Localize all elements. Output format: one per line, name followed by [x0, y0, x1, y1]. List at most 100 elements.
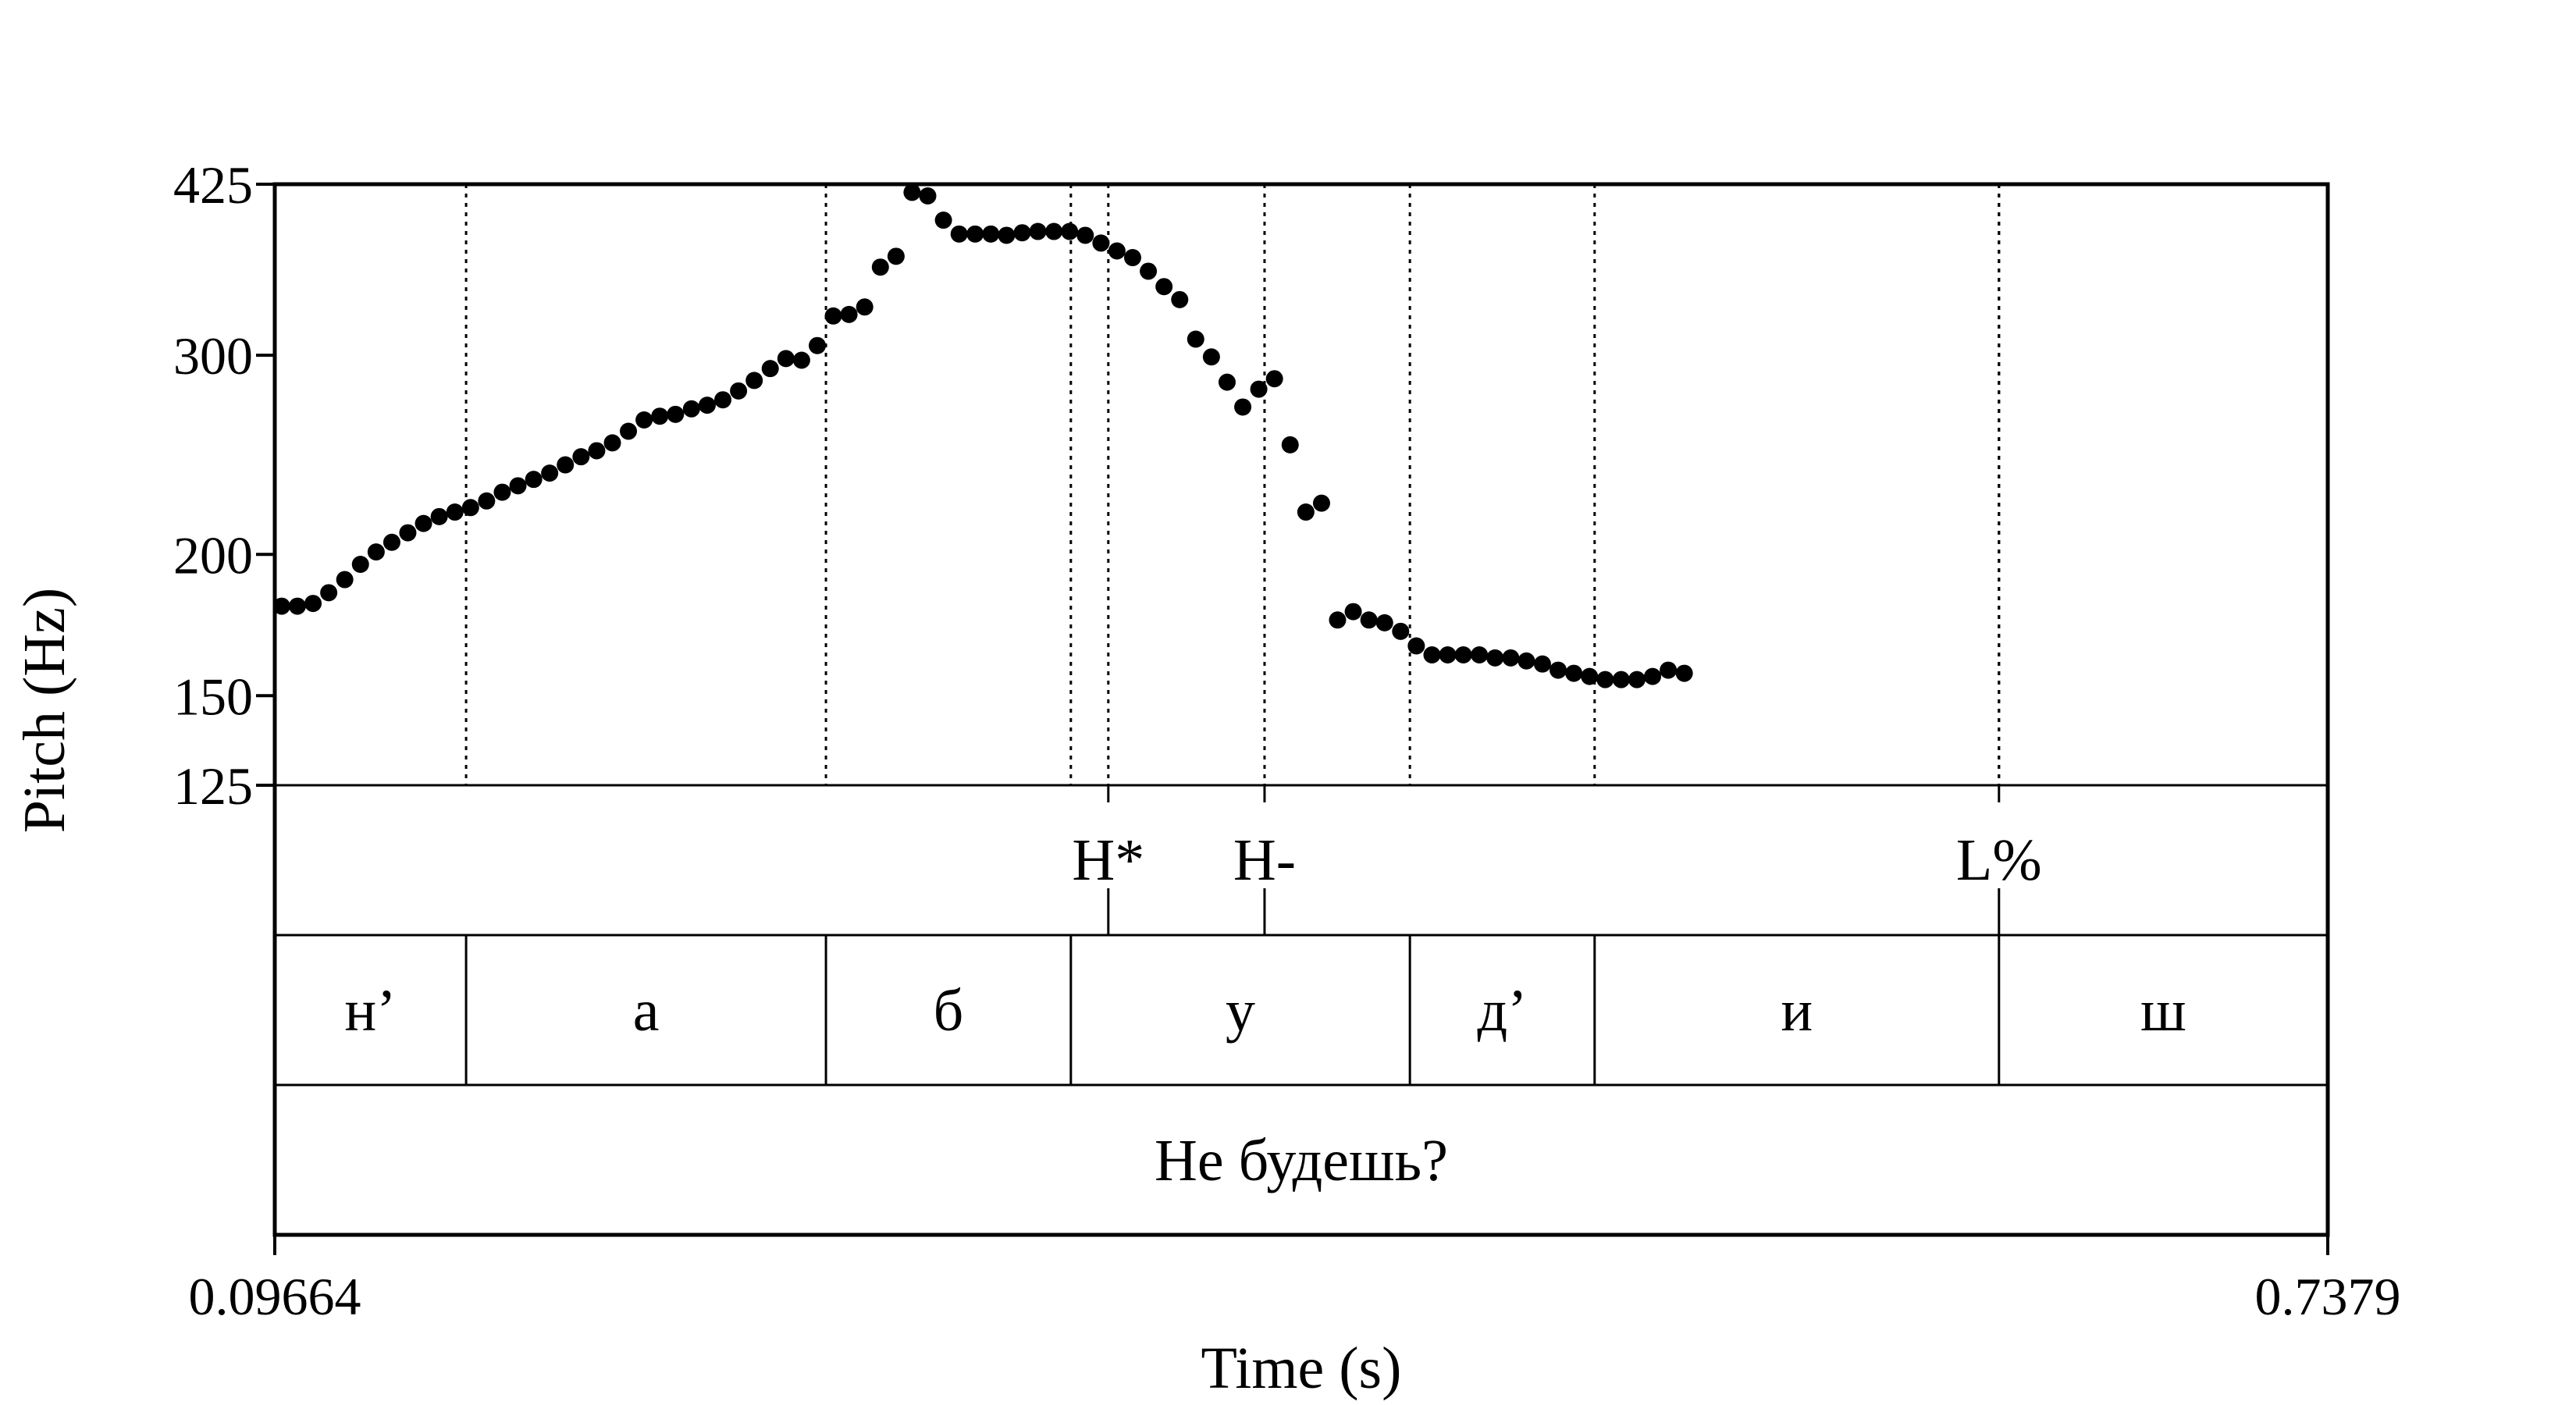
pitch-point: [1234, 398, 1252, 416]
pitch-point: [1108, 242, 1126, 260]
segment-label: д’: [1477, 978, 1527, 1044]
segment-label: б: [934, 978, 964, 1044]
pitch-point: [1202, 348, 1220, 366]
pitch-point: [493, 483, 511, 501]
pitch-point: [541, 464, 559, 482]
pitch-point: [1029, 222, 1047, 240]
y-tick-label: 200: [173, 525, 253, 585]
tone-label: L%: [1956, 827, 2042, 893]
y-tick-label: 150: [173, 667, 253, 726]
pitch-point: [557, 456, 575, 474]
pitch-point: [1565, 664, 1583, 682]
pitch-point: [1375, 614, 1393, 631]
segment-label: ш: [2140, 978, 2186, 1044]
pitch-point: [1344, 603, 1362, 621]
pitch-point: [1123, 249, 1141, 267]
pitch-point: [1061, 222, 1079, 240]
y-tick-label: 300: [173, 326, 253, 386]
pitch-point: [1439, 646, 1457, 663]
pitch-point: [320, 584, 338, 602]
pitch-point: [1471, 646, 1489, 663]
pitch-point: [304, 595, 322, 613]
pitch-point: [351, 555, 369, 573]
pitch-point: [998, 226, 1016, 244]
pitch-point: [478, 492, 496, 510]
pitch-point: [415, 514, 432, 532]
pitch-point: [1360, 611, 1378, 629]
pitch-point: [1045, 222, 1063, 240]
pitch-point: [1612, 670, 1630, 688]
pitch-panel: [272, 183, 2001, 785]
pitch-point: [1312, 494, 1330, 512]
pitch-point: [1423, 646, 1441, 663]
pitch-point: [809, 336, 827, 354]
pitch-point: [1140, 262, 1158, 280]
pitch-point: [966, 225, 984, 243]
word-label: Не будешь?: [1155, 1128, 1448, 1193]
pitch-point: [856, 298, 873, 316]
pitch-point: [525, 471, 543, 489]
pitch-point: [761, 360, 779, 378]
pitch-point: [1675, 664, 1693, 682]
pitch-point: [1628, 670, 1646, 688]
pitch-point: [1329, 611, 1347, 629]
pitch-point: [509, 477, 527, 495]
pitch-point: [1502, 649, 1520, 667]
pitch-point: [730, 382, 748, 400]
pitch-point: [1596, 670, 1614, 688]
pitch-point: [903, 183, 921, 201]
pitch-point: [1660, 661, 1678, 679]
x-axis-title: Time (s): [1201, 1336, 1402, 1401]
pitch-point: [1454, 646, 1472, 663]
pitch-point: [1092, 234, 1110, 252]
x-tick-label-start: 0.09664: [189, 1267, 361, 1326]
pitch-point: [1155, 278, 1173, 296]
pitch-point: [1013, 224, 1031, 242]
pitch-point: [336, 571, 354, 589]
segment-label: и: [1781, 978, 1813, 1044]
pitch-point: [603, 434, 621, 452]
pitch-point: [620, 422, 638, 440]
pitch-point: [288, 597, 306, 615]
x-tick-label-end: 0.7379: [2255, 1267, 2401, 1326]
pitch-point: [887, 247, 905, 265]
pitch-point: [698, 397, 716, 414]
annotation-tiers: H* H- L% н’ а б у д’ и ш Не будешь?: [275, 784, 2328, 1193]
pitch-point: [1644, 667, 1662, 685]
pitch-point: [382, 533, 400, 551]
pitch-point: [682, 400, 700, 418]
pitch-point: [1486, 649, 1504, 667]
pitch-point: [1218, 373, 1236, 391]
y-tick-label: 125: [173, 756, 253, 816]
y-axis-title: Pitch (Hz): [12, 588, 77, 833]
pitch-point: [430, 507, 448, 525]
pitch-point: [982, 225, 1000, 243]
pitch-point: [871, 258, 889, 276]
pitch-point: [635, 411, 653, 429]
pitch-point: [1265, 370, 1283, 388]
pitch-point: [272, 597, 290, 615]
pitch-point: [934, 212, 952, 229]
pitch-point: [714, 391, 732, 409]
tone-label: H-: [1233, 827, 1296, 893]
pitch-point: [1297, 503, 1315, 521]
segment-label: а: [633, 978, 660, 1044]
pitch-point: [824, 307, 842, 325]
pitch-point: [1250, 380, 1268, 398]
y-tick-label: 425: [173, 155, 253, 215]
axis-labels: Pitch (Hz) Time (s) 0.09664 0.7379 425 30…: [12, 155, 2401, 1401]
pitch-point: [1533, 655, 1551, 673]
pitch-point: [1187, 330, 1204, 348]
pitch-point: [651, 407, 669, 425]
pitch-point: [1407, 637, 1425, 655]
segment-label: у: [1226, 978, 1255, 1044]
pitch-point: [950, 225, 968, 243]
pitch-point: [745, 372, 763, 389]
pitch-point: [667, 405, 685, 423]
plot-frame: [272, 182, 2330, 1237]
pitch-point: [446, 503, 464, 521]
pitch-point: [367, 543, 385, 561]
pitch-point: [1281, 436, 1299, 454]
pitch-point: [1550, 661, 1567, 679]
pitch-point: [399, 524, 417, 542]
